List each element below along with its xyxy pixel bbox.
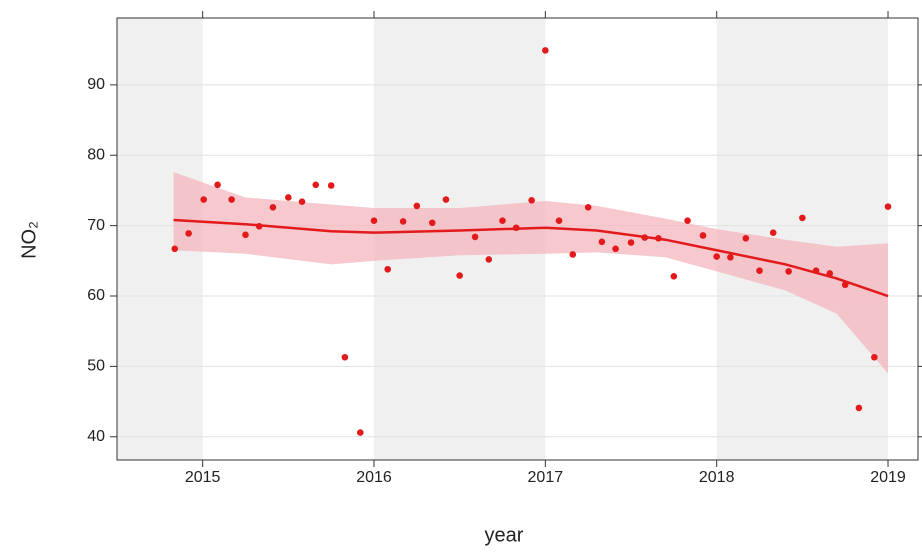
data-point: [356, 429, 364, 436]
plot-frame: [116, 17, 919, 461]
y-tick-label: 80: [87, 146, 105, 163]
data-point: [756, 267, 763, 274]
data-point: [769, 229, 777, 236]
data-point: [641, 234, 649, 241]
data-point: [499, 217, 506, 225]
data-point: [713, 253, 720, 260]
data-point: [655, 234, 662, 242]
data-point: [214, 181, 221, 189]
data-point: [584, 204, 592, 211]
data-point: [627, 239, 635, 246]
data-point: [612, 245, 619, 253]
data-point: [255, 223, 263, 230]
confidence-band: [173, 172, 889, 374]
data-point: [200, 196, 207, 203]
y-tick-label: 60: [87, 287, 105, 304]
x-tick-label: 2019: [870, 469, 906, 486]
data-point: [542, 47, 549, 54]
data-point: [171, 245, 179, 253]
x-axis-label: year: [485, 524, 524, 546]
y-tick-label: 50: [87, 358, 105, 375]
data-point: [884, 203, 892, 210]
data-point: [528, 196, 535, 204]
x-tick-label: 2017: [528, 469, 564, 486]
data-point: [826, 270, 834, 277]
data-point: [799, 214, 806, 222]
data-point: [871, 353, 878, 361]
data-point: [598, 238, 606, 246]
data-point: [727, 253, 734, 261]
x-tick-label: 2015: [185, 469, 221, 486]
data-point: [684, 217, 691, 225]
data-point: [485, 256, 493, 263]
data-point: [428, 219, 436, 227]
y-tick-label: 90: [87, 76, 105, 93]
data-point: [399, 218, 407, 225]
y-axis-label: NO₂: [18, 221, 40, 259]
data-point: [569, 251, 577, 258]
data-point: [670, 273, 678, 280]
data-point: [370, 217, 378, 225]
data-point: [298, 198, 306, 205]
x-tick-label: 2018: [699, 469, 735, 486]
data-point: [442, 196, 450, 203]
data-point: [456, 272, 463, 279]
data-point: [312, 181, 320, 189]
data-point: [471, 233, 479, 241]
data-point: [742, 234, 750, 242]
data-point: [327, 182, 335, 189]
data-point: [555, 217, 563, 225]
y-tick-label: 70: [87, 217, 105, 234]
data-point: [242, 231, 249, 239]
x-tick-label: 2016: [356, 469, 392, 486]
data-point: [185, 230, 192, 237]
smooth-line: [173, 218, 889, 298]
data-point: [384, 265, 392, 273]
data-point: [413, 202, 421, 210]
y-tick-label: 40: [87, 428, 105, 445]
data-point: [228, 196, 235, 203]
data-point: [785, 268, 792, 275]
data-point: [855, 404, 863, 412]
data-point: [812, 267, 820, 274]
data-point: [341, 353, 349, 361]
data-point: [841, 281, 849, 289]
data-point: [269, 204, 277, 211]
data-point: [512, 224, 520, 232]
data-point: [285, 194, 292, 201]
data-point: [699, 232, 707, 239]
